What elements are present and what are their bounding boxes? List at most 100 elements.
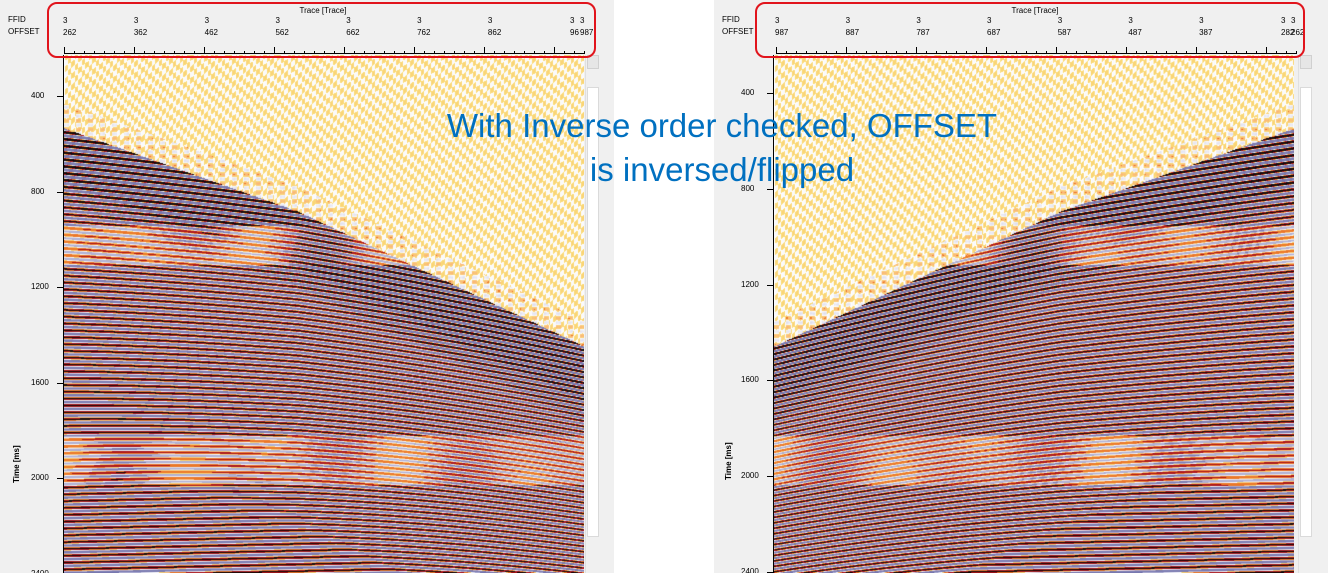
header-highlight-box-right [755, 2, 1305, 58]
scroll-up-button[interactable] [587, 55, 599, 69]
ruler-minor-tick [1216, 51, 1217, 54]
ruler-minor-tick [294, 51, 295, 54]
ruler-minor-tick [886, 51, 887, 54]
ruler-minor-tick [84, 51, 85, 54]
ruler-minor-tick [1006, 51, 1007, 54]
ruler-major-tick [64, 47, 65, 54]
ruler-minor-tick [1086, 51, 1087, 54]
offset-tick-label: 387 [1199, 28, 1213, 37]
ruler-minor-tick [1116, 51, 1117, 54]
offset-tick-label: 587 [1057, 28, 1072, 37]
time-tick-mark [57, 382, 63, 384]
ruler-minor-tick [224, 51, 225, 54]
ffid-tick-label: 3 [417, 16, 422, 25]
time-axis-label: Time [ms] [724, 442, 733, 480]
seismic-gather-image[interactable] [64, 55, 584, 573]
time-tick-label: 2400 [31, 568, 49, 573]
ffid-tick-label: 3 [275, 16, 280, 25]
ruler-minor-tick [364, 51, 365, 54]
time-tick-mark [57, 287, 63, 288]
annotation-callout: With Inverse order checked, OFFSET is in… [410, 104, 1034, 192]
ruler-minor-tick [584, 51, 585, 54]
vertical-scrollbar[interactable] [585, 55, 600, 573]
scroll-thumb[interactable] [587, 87, 599, 537]
ruler-major-tick [274, 47, 275, 54]
time-tick-label: 2000 [741, 471, 759, 481]
ruler-minor-tick [1166, 51, 1167, 54]
ffid-tick-label: 3 [63, 16, 68, 25]
time-tick-label: 1600 [31, 377, 49, 387]
ruler-minor-tick [936, 51, 937, 54]
ruler-minor-tick [896, 51, 897, 54]
ruler-minor-tick [374, 51, 375, 54]
ruler-minor-tick [194, 51, 195, 54]
offset-tick-label: 662 [346, 28, 360, 37]
ruler-major-tick [134, 47, 135, 54]
offset-tick-label: 762 [417, 28, 431, 37]
ruler-minor-tick [996, 51, 997, 54]
ruler-major-tick [344, 47, 345, 54]
time-tick-label: 1200 [741, 279, 759, 289]
offset-tick-label: 987 [775, 28, 789, 37]
ruler-minor-tick [314, 51, 315, 54]
ruler-minor-tick [104, 51, 105, 54]
ruler-minor-tick [504, 51, 505, 54]
ruler-major-tick [846, 47, 847, 54]
vertical-scrollbar[interactable] [1298, 55, 1313, 573]
offset-tick-label: 787 [916, 28, 930, 37]
time-tick-label: 800 [31, 186, 45, 196]
time-tick-label: 1600 [741, 375, 759, 385]
ruler-minor-tick [946, 51, 947, 54]
time-axis-label: Time [ms] [12, 445, 21, 483]
ruler-minor-tick [454, 51, 455, 54]
time-tick-label: 2400 [741, 567, 759, 573]
annotation-line-1: With Inverse order checked, OFFSET [446, 107, 998, 144]
offset-tick-label: 562 [275, 28, 289, 37]
ruler-minor-tick [324, 51, 325, 54]
ruler-minor-tick [114, 51, 115, 54]
ruler-minor-tick [1046, 51, 1047, 54]
offset-tick-label: 362 [133, 28, 148, 37]
ruler-major-tick [1056, 47, 1057, 54]
scroll-thumb[interactable] [1300, 87, 1312, 537]
ruler-minor-tick [354, 51, 355, 54]
time-axis-line [773, 55, 774, 573]
ruler-minor-tick [1016, 51, 1017, 54]
ruler-minor-tick [254, 51, 255, 54]
ruler-minor-tick [534, 51, 535, 54]
trace-axis-ruler [776, 46, 1297, 54]
ffid-tick-label: 3 [775, 16, 780, 25]
offset-tick-label: 887 [845, 28, 860, 37]
offset-tick-label: 862 [487, 28, 502, 37]
ffid-tick-label: 3 [1057, 16, 1063, 25]
time-tick-label: 400 [741, 88, 755, 97]
offset-tick-label: 262 [1291, 28, 1305, 37]
ruler-minor-tick [1146, 51, 1147, 54]
ruler-major-tick [1266, 47, 1267, 54]
ruler-minor-tick [264, 51, 265, 54]
offset-tick-label: 262 [63, 28, 77, 37]
ruler-minor-tick [124, 51, 125, 54]
ruler-minor-tick [1206, 51, 1207, 54]
ruler-minor-tick [1286, 51, 1287, 54]
ruler-minor-tick [1106, 51, 1107, 54]
ruler-major-tick [554, 47, 555, 54]
ruler-minor-tick [574, 51, 575, 54]
ffid-tick-label: 3 [1281, 16, 1286, 25]
ruler-minor-tick [816, 51, 817, 54]
ruler-minor-tick [234, 51, 235, 54]
ruler-minor-tick [284, 51, 285, 54]
ruler-minor-tick [154, 51, 155, 54]
header-label-ffid: FFID [8, 15, 26, 24]
time-tick-mark [57, 191, 63, 193]
seismic-gather-image[interactable] [774, 55, 1294, 573]
time-tick-label: 800 [741, 183, 755, 193]
trace-axis-title: Trace [Trace] [299, 6, 347, 15]
ruler-minor-tick [494, 51, 495, 54]
offset-tick-label: 987 [580, 28, 594, 37]
ffid-tick-label: 3 [487, 16, 493, 25]
offset-tick-label: 96 [570, 28, 579, 37]
scroll-up-button[interactable] [1300, 55, 1312, 69]
ffid-tick-label: 3 [845, 16, 851, 25]
